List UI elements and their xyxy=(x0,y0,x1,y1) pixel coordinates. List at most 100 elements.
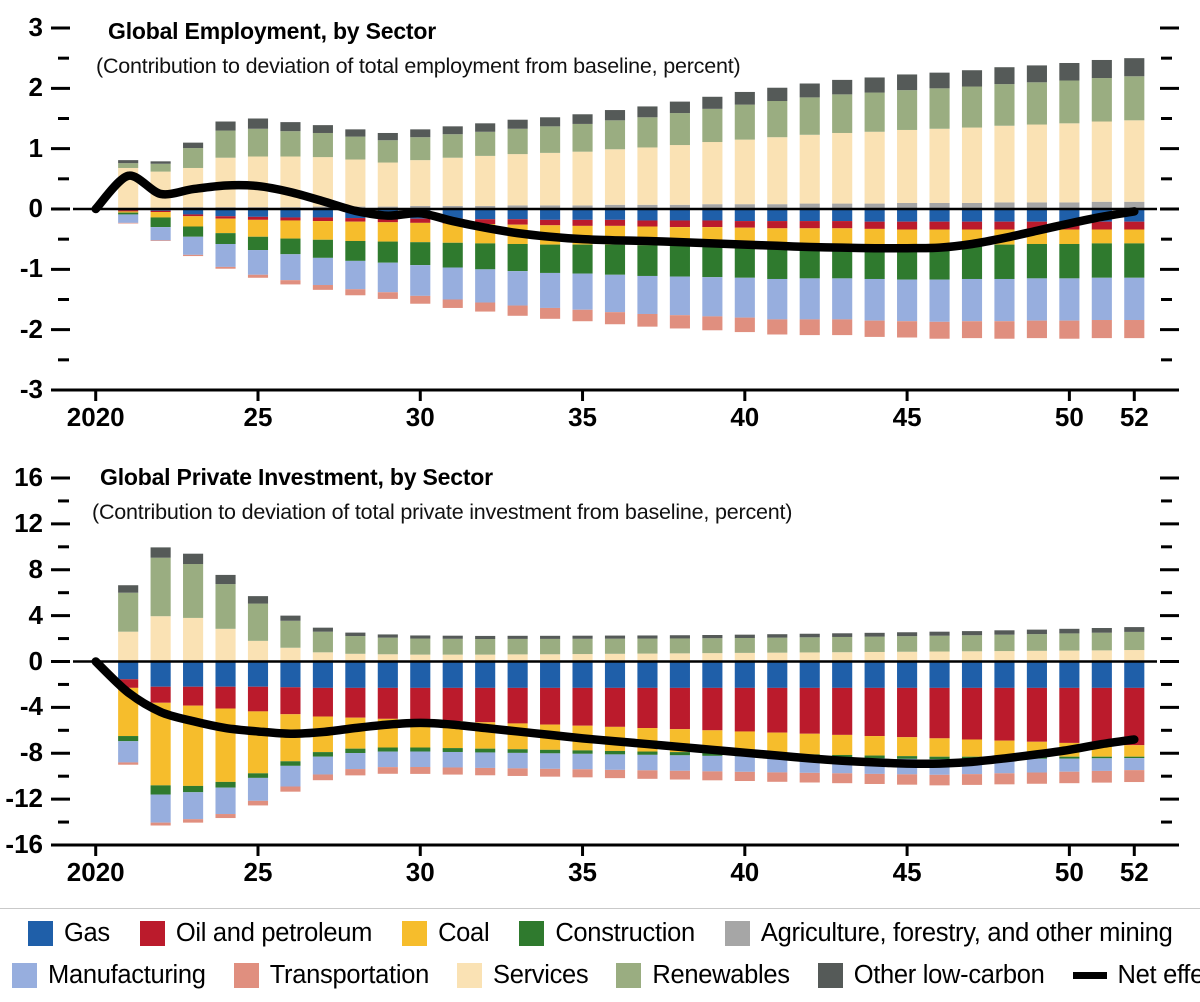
bar-segment xyxy=(702,771,723,781)
bar-segment xyxy=(767,652,788,661)
bar-segment xyxy=(702,661,723,688)
bar-segment xyxy=(1124,58,1145,77)
legend-item-net_effect[interactable]: Net effect xyxy=(1072,961,1200,990)
bar-segment xyxy=(734,204,755,209)
bar-segment xyxy=(767,221,788,229)
bar-segment xyxy=(507,154,528,206)
bar-segment xyxy=(280,217,301,221)
legend-item-manufacturing[interactable]: Manufacturing xyxy=(12,961,206,990)
bar-segment xyxy=(540,638,561,655)
bar-segment xyxy=(767,661,788,688)
legend-item-transportation[interactable]: Transportation xyxy=(233,961,429,990)
y-tick-label: 3 xyxy=(28,12,43,42)
bar-segment xyxy=(215,708,236,782)
legend-item-gas[interactable]: Gas xyxy=(28,919,110,948)
legend-item-agriculture[interactable]: Agriculture, forestry, and other mining xyxy=(724,919,1173,948)
bar-segment xyxy=(1059,80,1080,124)
bar-segment xyxy=(442,267,463,300)
bar-segment xyxy=(832,734,853,755)
bar-segment xyxy=(897,245,918,280)
bar-segment xyxy=(442,748,463,752)
bar-segment xyxy=(799,661,820,688)
bar-segment xyxy=(377,222,398,242)
bar-segment xyxy=(1059,320,1080,339)
bar-segment xyxy=(410,661,431,688)
bar-segment xyxy=(345,289,366,296)
bar-segment xyxy=(669,276,690,316)
bar-segment xyxy=(734,277,755,318)
bar-segment xyxy=(150,557,171,617)
y-tick-label: 0 xyxy=(28,193,43,223)
bar-segment xyxy=(183,564,204,618)
bars-employment xyxy=(118,58,1145,339)
bar-segment xyxy=(312,756,333,775)
legend-swatch-coal-icon xyxy=(402,920,428,946)
bar-segment xyxy=(864,221,885,229)
bar-segment xyxy=(1026,661,1047,688)
bar-segment xyxy=(215,661,236,687)
bar-segment xyxy=(312,631,333,653)
bar-segment xyxy=(1026,634,1047,651)
bar-segment xyxy=(540,272,561,308)
bar-segment xyxy=(345,653,366,661)
bar-segment xyxy=(410,129,431,138)
bar-segment xyxy=(312,221,333,240)
bar-segment xyxy=(1091,121,1112,202)
bar-segment xyxy=(150,785,171,795)
bar-segment xyxy=(507,209,528,220)
bar-segment xyxy=(637,751,658,755)
bar-segment xyxy=(377,140,398,163)
bar-segment xyxy=(183,209,204,215)
bar-segment xyxy=(1026,320,1047,339)
bar-segment xyxy=(150,686,171,703)
bar-segment xyxy=(994,634,1015,652)
bar-segment xyxy=(832,79,853,95)
bar-segment xyxy=(475,209,496,220)
bar-segment xyxy=(118,214,139,223)
bar-segment xyxy=(604,750,626,755)
x-tick-label: 52 xyxy=(1119,402,1149,432)
bar-segment xyxy=(961,209,983,222)
bar-segment xyxy=(961,86,983,128)
bar-segment xyxy=(637,687,658,729)
legend-item-other_low_carbon[interactable]: Other low-carbon xyxy=(817,961,1045,990)
bar-segment xyxy=(507,768,528,776)
legend-item-renewables[interactable]: Renewables xyxy=(616,961,790,990)
bar-segment xyxy=(215,218,236,234)
bar-segment xyxy=(929,128,950,203)
bar-segment xyxy=(637,117,658,148)
bar-segment xyxy=(215,781,236,788)
bar-segment xyxy=(767,687,788,733)
legend-item-oil_and_petroleum[interactable]: Oil and petroleum xyxy=(139,919,372,948)
bar-segment xyxy=(280,786,301,792)
bar-segment xyxy=(247,209,269,217)
bar-segment xyxy=(183,661,204,687)
bar-segment xyxy=(669,209,690,221)
legend-swatch-services-icon xyxy=(456,962,482,988)
bar-segment xyxy=(540,687,561,725)
bar-segment xyxy=(864,636,885,652)
bar-segment xyxy=(897,737,918,757)
bar-segment xyxy=(702,755,723,772)
bar-segment xyxy=(442,638,463,655)
bar-segment xyxy=(540,244,561,273)
bar-segment xyxy=(312,687,333,717)
bar-segment xyxy=(280,280,301,285)
bar-segment xyxy=(1091,78,1112,122)
bar-segment xyxy=(799,687,820,734)
bar-segment xyxy=(734,731,755,754)
bar-segment xyxy=(540,219,561,226)
bar-segment xyxy=(767,209,788,222)
bar-segment xyxy=(1059,278,1080,321)
legend-item-coal[interactable]: Coal xyxy=(402,919,490,948)
x-tick-label: 25 xyxy=(243,402,273,432)
legend-item-services[interactable]: Services xyxy=(456,961,589,990)
bar-segment xyxy=(1124,745,1145,757)
legend-item-construction[interactable]: Construction xyxy=(519,919,695,948)
bar-segment xyxy=(572,219,593,226)
bar-segment xyxy=(637,245,658,276)
bar-segment xyxy=(1124,120,1145,202)
bar-segment xyxy=(669,752,690,756)
bar-segment xyxy=(442,635,463,639)
bar-segment xyxy=(961,635,983,652)
